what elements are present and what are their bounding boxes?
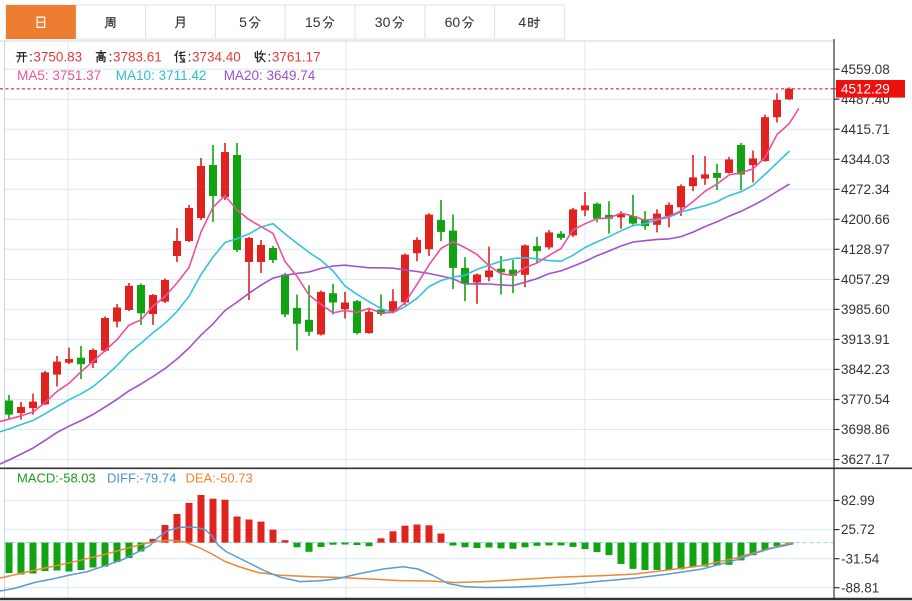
svg-text:3734.40: 3734.40: [192, 49, 241, 64]
svg-text:5: 5: [239, 14, 247, 30]
svg-text:60: 60: [445, 14, 461, 30]
svg-text::: :: [29, 49, 33, 64]
svg-text:30: 30: [375, 14, 391, 30]
svg-text:MA10: 3711.42: MA10: 3711.42: [116, 68, 207, 83]
svg-text:MA20: 3649.74: MA20: 3649.74: [224, 68, 316, 83]
svg-text::: :: [268, 49, 272, 64]
svg-text:3698.86: 3698.86: [841, 422, 890, 437]
svg-text:4272.34: 4272.34: [841, 182, 890, 197]
svg-text:4128.97: 4128.97: [841, 242, 890, 257]
svg-text:3750.83: 3750.83: [33, 49, 82, 64]
svg-text::: :: [109, 49, 113, 64]
svg-text:3761.17: 3761.17: [272, 49, 321, 64]
svg-text:DIFF:-79.74: DIFF:-79.74: [107, 470, 176, 485]
svg-text:4415.71: 4415.71: [841, 122, 890, 137]
svg-text:4559.08: 4559.08: [841, 62, 890, 77]
svg-text:3842.23: 3842.23: [841, 362, 890, 377]
svg-text:MACD:-58.03: MACD:-58.03: [17, 470, 96, 485]
svg-text:4057.29: 4057.29: [841, 272, 890, 287]
svg-text:-31.54: -31.54: [841, 551, 880, 566]
svg-text:3770.54: 3770.54: [841, 392, 890, 407]
svg-text:MA5: 3751.37: MA5: 3751.37: [17, 68, 101, 83]
svg-text:4: 4: [518, 14, 526, 30]
svg-text:-88.81: -88.81: [841, 580, 879, 595]
svg-text:15: 15: [305, 14, 321, 30]
svg-text::: :: [188, 49, 192, 64]
svg-text:3627.17: 3627.17: [841, 452, 890, 467]
svg-text:4200.66: 4200.66: [841, 212, 890, 227]
svg-text:82.99: 82.99: [841, 493, 875, 508]
svg-text:4344.03: 4344.03: [841, 152, 890, 167]
svg-text:4512.29: 4512.29: [841, 81, 890, 96]
svg-text:25.72: 25.72: [841, 522, 875, 537]
svg-text:3913.91: 3913.91: [841, 332, 890, 347]
svg-text:3783.61: 3783.61: [113, 49, 162, 64]
svg-text:DEA:-50.73: DEA:-50.73: [186, 470, 253, 485]
svg-text:3985.60: 3985.60: [841, 302, 890, 317]
